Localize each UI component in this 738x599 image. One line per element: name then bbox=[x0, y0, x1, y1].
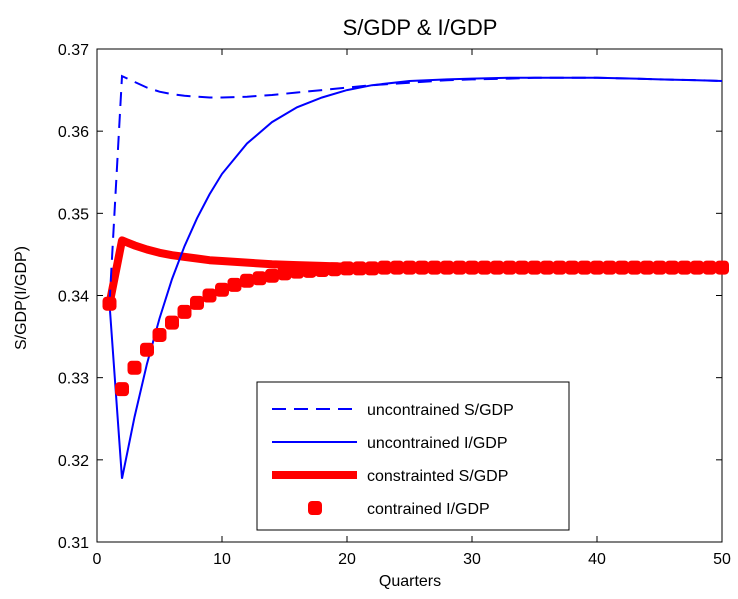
data-point-7 bbox=[177, 304, 192, 319]
data-point-38 bbox=[565, 260, 579, 275]
data-point-25 bbox=[402, 260, 417, 275]
y-tick-label: 0.34 bbox=[58, 289, 89, 306]
x-axis-label: Quarters bbox=[379, 573, 441, 590]
legend-label: uncontrained S/GDP bbox=[367, 402, 514, 419]
data-point-31 bbox=[477, 260, 492, 275]
series-line-2 bbox=[108, 76, 723, 479]
y-tick-label: 0.31 bbox=[58, 535, 89, 552]
legend-label: contrained I/GDP bbox=[367, 501, 490, 518]
data-point-24 bbox=[390, 260, 404, 275]
x-tick-label: 20 bbox=[338, 551, 356, 568]
data-point-8 bbox=[190, 295, 204, 310]
data-point-4 bbox=[140, 342, 154, 357]
data-point-19 bbox=[327, 262, 342, 277]
chart-title: S/GDP & I/GDP bbox=[343, 15, 498, 40]
data-point-41 bbox=[602, 260, 617, 275]
x-tick-label: 30 bbox=[463, 551, 481, 568]
y-axis-label: S/GDP(I/GDP) bbox=[13, 246, 30, 350]
data-point-47 bbox=[677, 260, 692, 275]
data-point-37 bbox=[552, 260, 567, 275]
data-point-50 bbox=[715, 260, 729, 275]
data-point-2 bbox=[115, 382, 129, 397]
data-point-39 bbox=[577, 260, 592, 275]
plot-area: 0 10 20 30 40 50 0.31 0.32 0.33 0.34 0.35 0.36 0.37 bbox=[58, 42, 731, 568]
data-point-18 bbox=[315, 263, 329, 278]
data-point-42 bbox=[615, 260, 629, 275]
data-point-16 bbox=[290, 264, 304, 279]
series-line-1 bbox=[108, 74, 723, 304]
data-point-6 bbox=[165, 315, 179, 330]
data-point-44 bbox=[640, 260, 654, 275]
y-tick-label: 0.37 bbox=[58, 42, 89, 59]
data-point-9 bbox=[202, 288, 217, 303]
data-point-34 bbox=[515, 260, 529, 275]
data-point-36 bbox=[540, 260, 554, 275]
data-point-15 bbox=[277, 266, 292, 281]
y-tick-label: 0.32 bbox=[58, 453, 89, 470]
data-point-10 bbox=[215, 282, 229, 297]
legend-label: uncontrained I/GDP bbox=[367, 435, 508, 452]
x-tick-label: 50 bbox=[713, 551, 731, 568]
legend-marker bbox=[308, 501, 322, 515]
data-point-32 bbox=[490, 260, 504, 275]
data-point-21 bbox=[352, 261, 367, 276]
data-point-43 bbox=[627, 260, 642, 275]
data-point-14 bbox=[265, 268, 279, 283]
y-tick-label: 0.36 bbox=[58, 124, 89, 141]
data-point-13 bbox=[252, 271, 267, 286]
data-point-26 bbox=[415, 260, 429, 275]
data-point-48 bbox=[690, 260, 704, 275]
data-point-1 bbox=[102, 296, 117, 311]
x-tick-label: 40 bbox=[588, 551, 606, 568]
data-point-11 bbox=[227, 277, 242, 292]
data-point-17 bbox=[302, 263, 317, 278]
data-point-33 bbox=[502, 260, 517, 275]
data-point-35 bbox=[527, 260, 542, 275]
x-tick-label: 0 bbox=[93, 551, 102, 568]
data-point-22 bbox=[365, 261, 379, 276]
legend-label: constrainted S/GDP bbox=[367, 468, 508, 485]
y-tick-label: 0.35 bbox=[58, 206, 89, 223]
data-point-30 bbox=[465, 260, 479, 275]
data-point-49 bbox=[702, 260, 717, 275]
data-point-20 bbox=[340, 261, 354, 276]
data-point-27 bbox=[427, 260, 442, 275]
data-point-23 bbox=[377, 260, 392, 275]
y-tick-label: 0.33 bbox=[58, 371, 89, 388]
data-point-29 bbox=[452, 260, 467, 275]
data-point-45 bbox=[652, 260, 667, 275]
legend: uncontrained S/GDP uncontrained I/GDP cons… bbox=[256, 381, 570, 531]
data-point-28 bbox=[440, 260, 454, 275]
data-point-46 bbox=[665, 260, 679, 275]
data-point-12 bbox=[240, 273, 254, 288]
data-point-5 bbox=[152, 327, 167, 342]
x-tick-label: 10 bbox=[213, 551, 231, 568]
data-point-40 bbox=[590, 260, 604, 275]
data-point-3 bbox=[127, 360, 142, 375]
